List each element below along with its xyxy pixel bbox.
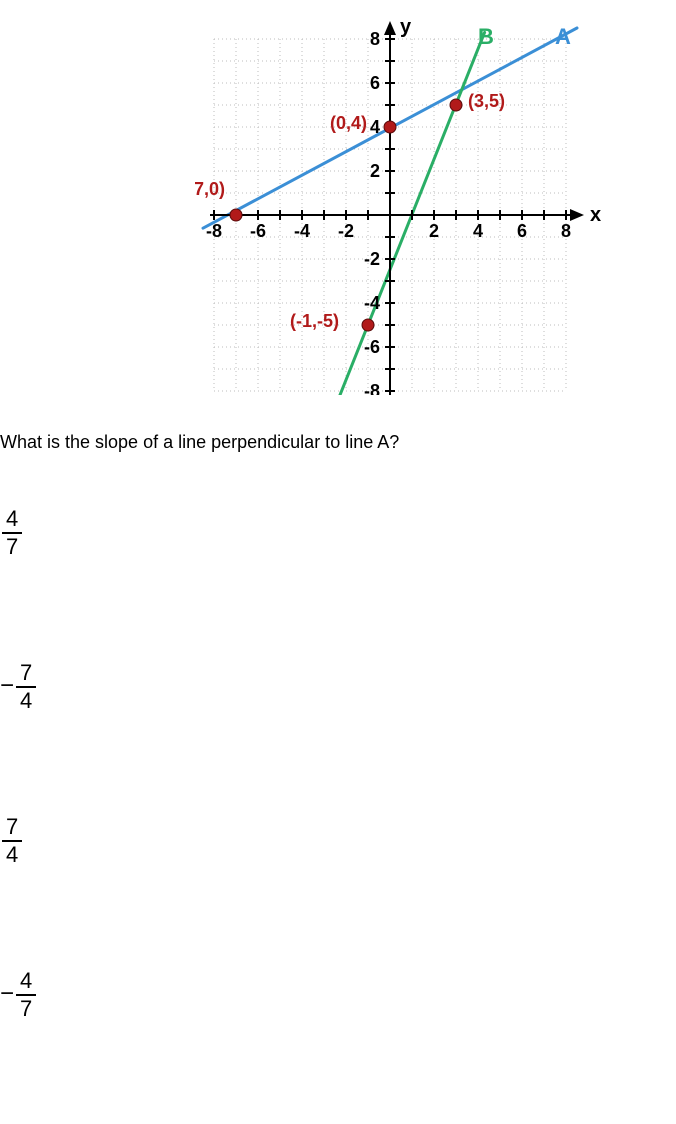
svg-text:(3,5): (3,5) (468, 91, 505, 111)
option-b[interactable]: − 7 4 (0, 662, 36, 712)
option-c[interactable]: 7 4 (0, 816, 36, 866)
svg-text:2: 2 (370, 161, 380, 181)
svg-text:A: A (555, 24, 571, 49)
svg-text:8: 8 (370, 29, 380, 49)
svg-text:8: 8 (561, 221, 571, 241)
svg-text:-8: -8 (206, 221, 222, 241)
svg-text:6: 6 (517, 221, 527, 241)
svg-text:y: y (400, 16, 412, 38)
option-a[interactable]: 4 7 (0, 508, 36, 558)
svg-text:B: B (478, 24, 494, 49)
svg-text:4: 4 (370, 117, 380, 137)
svg-text:(-1,-5): (-1,-5) (290, 311, 339, 331)
svg-text:2: 2 (429, 221, 439, 241)
svg-text:x: x (590, 204, 601, 226)
svg-text:-4: -4 (294, 221, 310, 241)
option-d[interactable]: − 4 7 (0, 970, 36, 1020)
option-b-sign: − (0, 672, 14, 700)
svg-text:-2: -2 (338, 221, 354, 241)
svg-text:(0,4): (0,4) (330, 113, 367, 133)
svg-text:-6: -6 (250, 221, 266, 241)
option-c-fraction: 7 4 (2, 816, 22, 866)
svg-text:4: 4 (473, 221, 483, 241)
option-a-fraction: 4 7 (2, 508, 22, 558)
option-d-fraction: 4 7 (16, 970, 36, 1020)
coordinate-graph: -8-6-4-22468-8-6-4-22468yxBA(-7,0)(0,4)(… (195, 5, 615, 395)
svg-text:-8: -8 (364, 381, 380, 395)
option-b-fraction: 7 4 (16, 662, 36, 712)
answer-options: 4 7 − 7 4 7 4 − 4 7 (0, 508, 36, 1124)
option-d-sign: − (0, 980, 14, 1008)
svg-text:-6: -6 (364, 337, 380, 357)
svg-text:(-7,0): (-7,0) (195, 179, 225, 199)
question-text: What is the slope of a line perpendicula… (0, 432, 399, 453)
svg-text:-2: -2 (364, 249, 380, 269)
svg-text:-4: -4 (364, 293, 380, 313)
svg-text:6: 6 (370, 73, 380, 93)
